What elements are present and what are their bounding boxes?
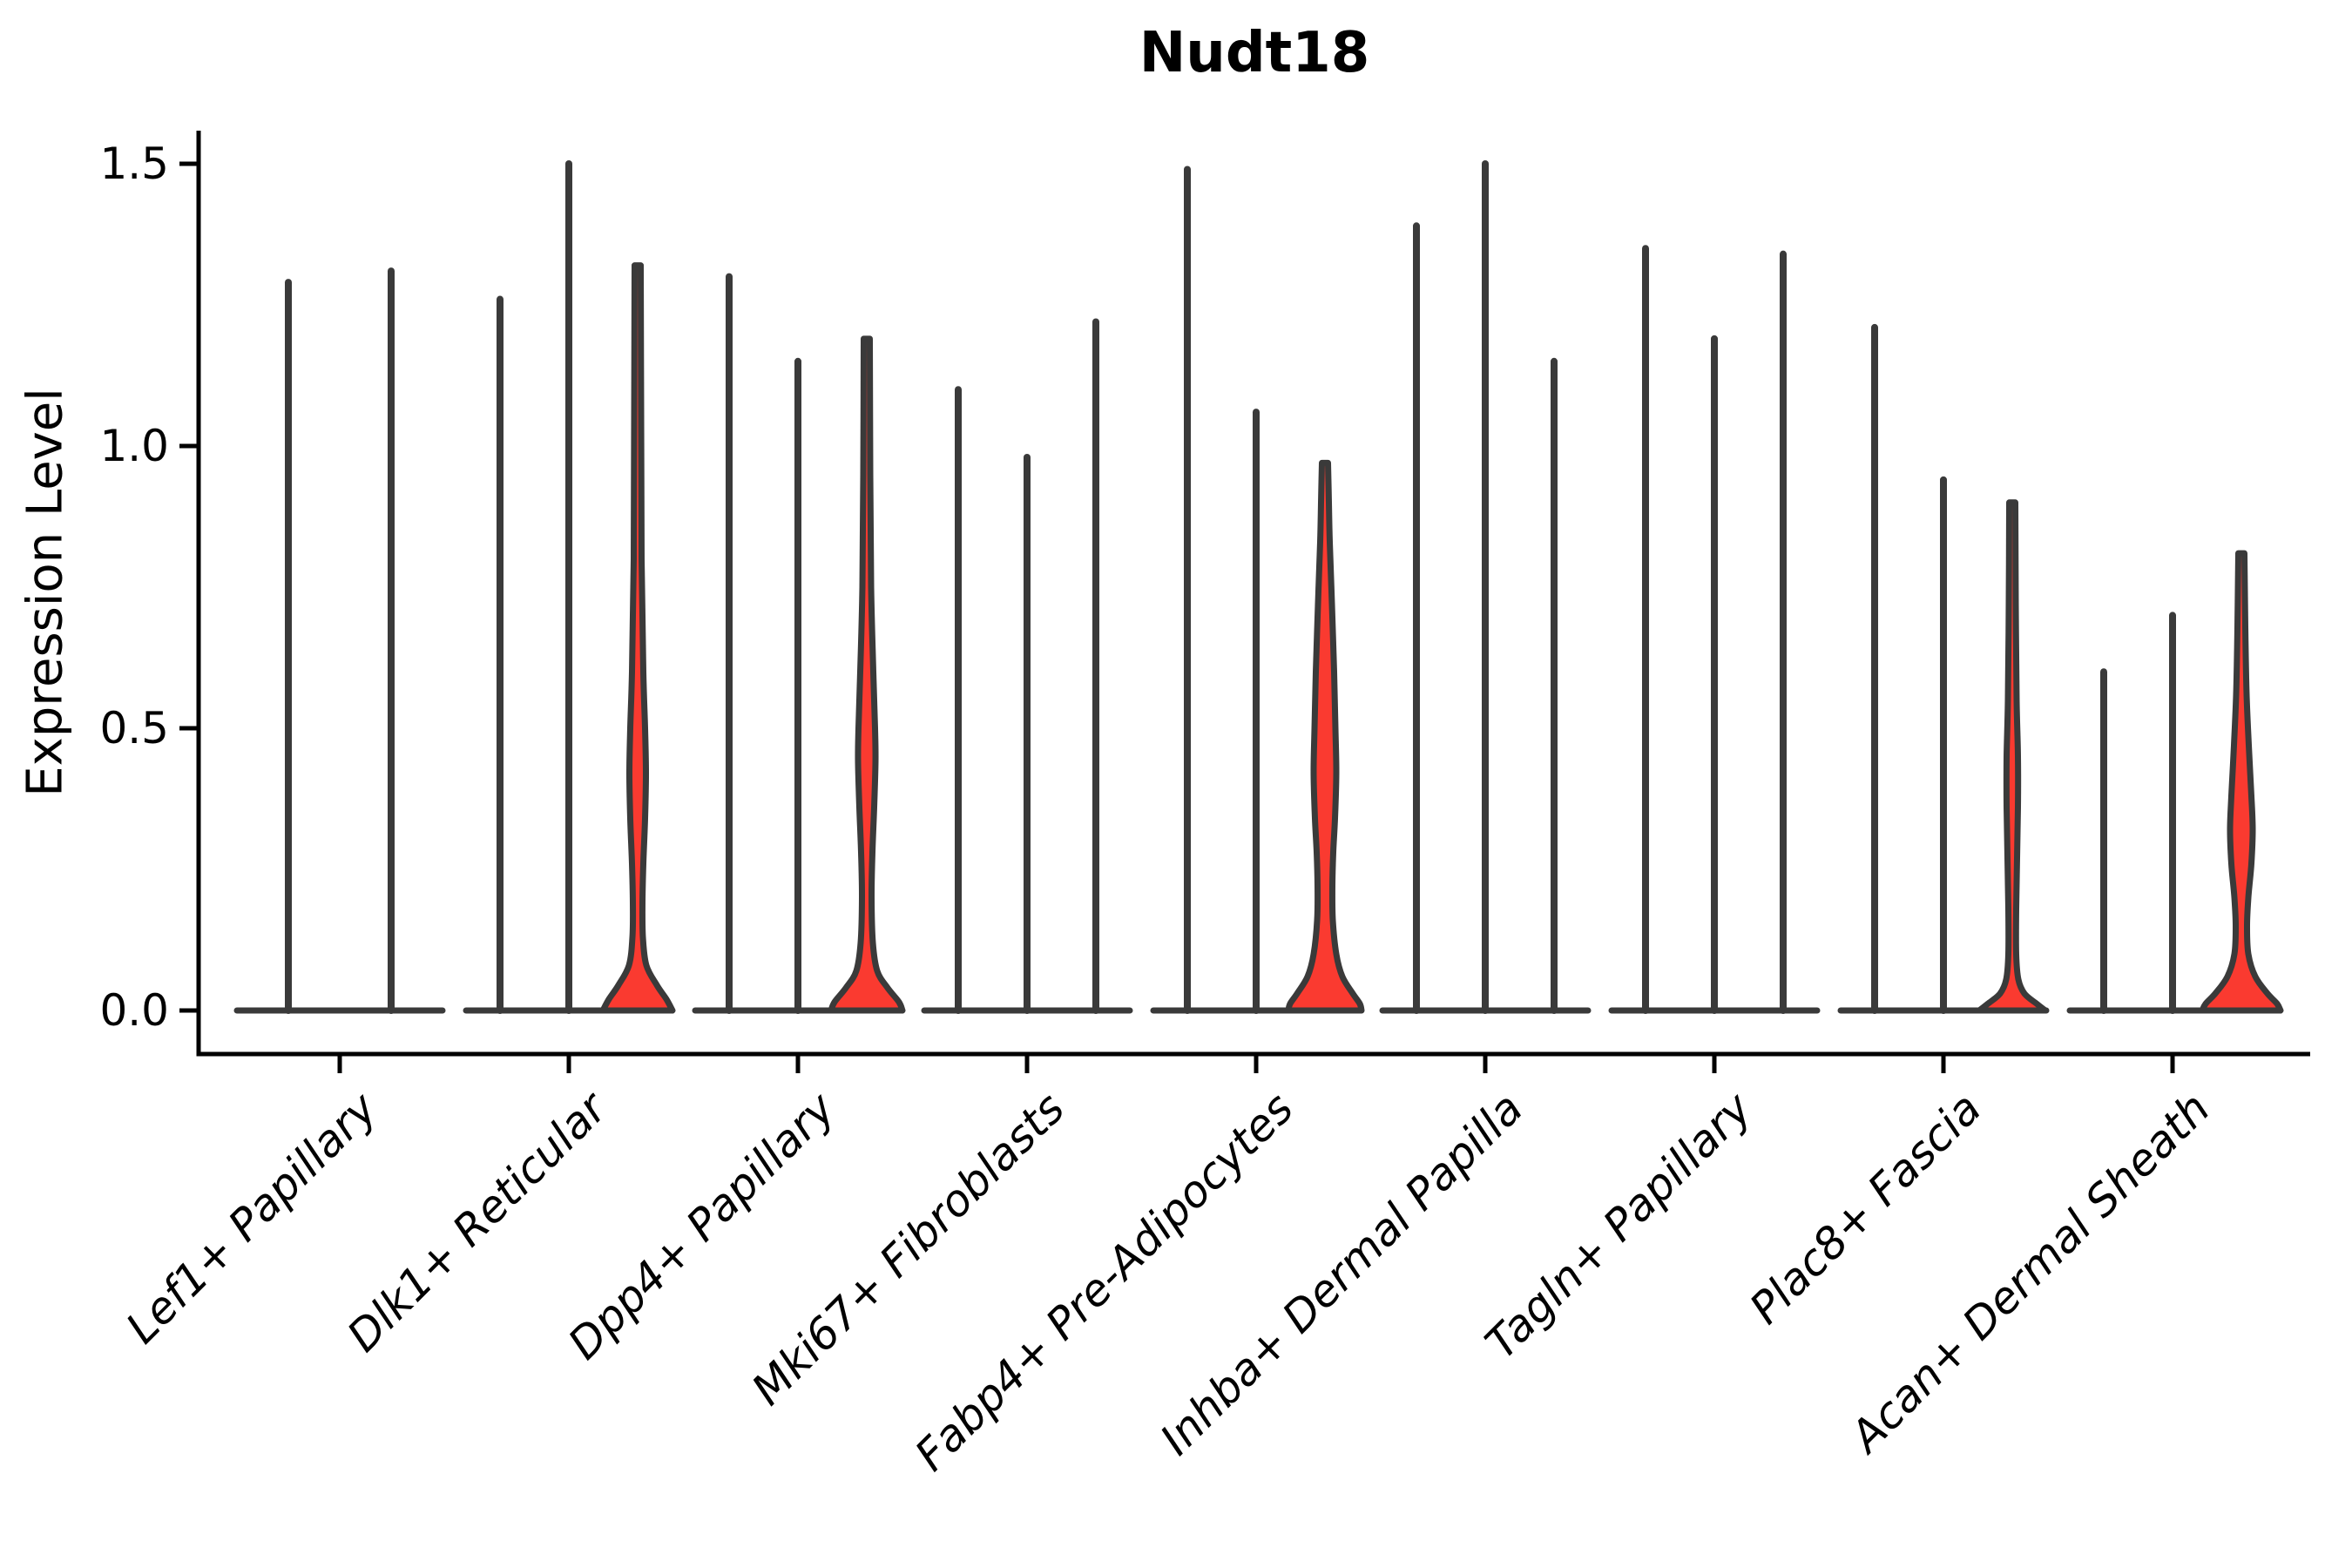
violin-body	[2199, 550, 2284, 1014]
y-tick-label: 0.0	[99, 985, 169, 1036]
violin-body	[1976, 499, 2049, 1014]
violin-body	[828, 335, 906, 1014]
y-tick-label: 1.0	[99, 421, 169, 471]
y-tick-label: 1.5	[99, 139, 169, 189]
chart-title: Nudt18	[1139, 21, 1370, 85]
violin-body	[599, 262, 676, 1014]
violin-body	[1285, 459, 1365, 1014]
y-tick-label: 0.5	[99, 703, 169, 754]
